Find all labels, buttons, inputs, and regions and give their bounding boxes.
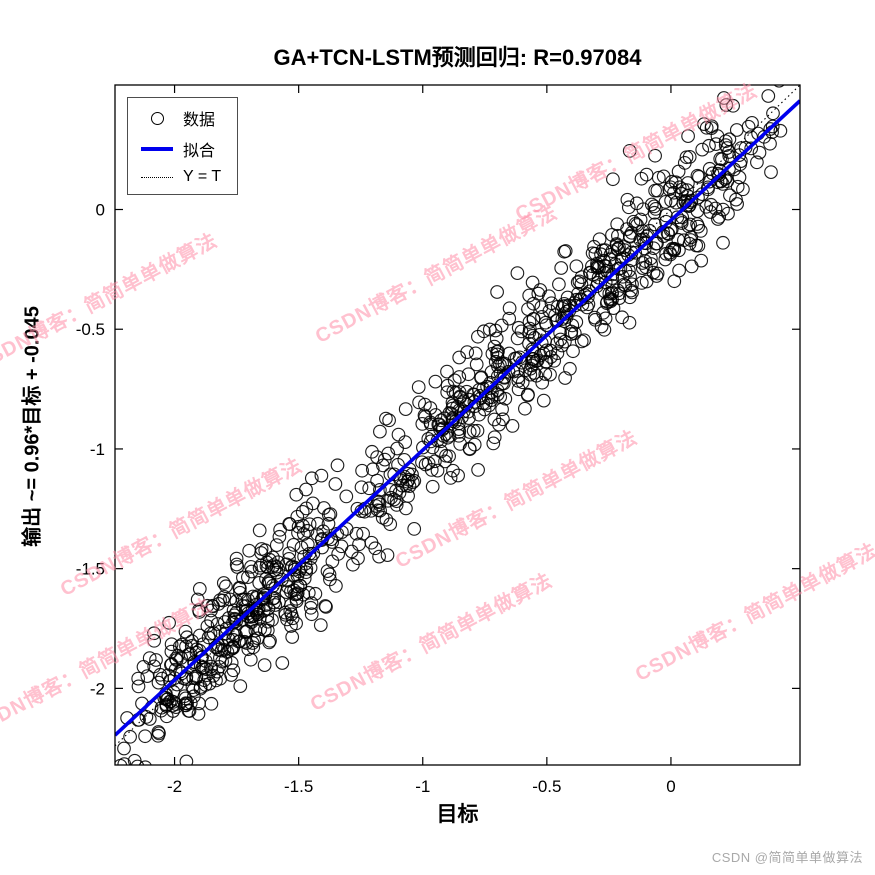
svg-text:-0.5: -0.5 bbox=[76, 320, 105, 339]
svg-text:-2: -2 bbox=[90, 679, 105, 698]
svg-text:-1: -1 bbox=[90, 440, 105, 459]
svg-text:0: 0 bbox=[96, 201, 105, 220]
legend-entry-fit: 拟合 bbox=[138, 137, 221, 161]
svg-text:-1.5: -1.5 bbox=[284, 777, 313, 796]
identity-line-icon bbox=[138, 176, 176, 178]
svg-text:-1.5: -1.5 bbox=[76, 560, 105, 579]
svg-text:-0.5: -0.5 bbox=[532, 777, 561, 796]
data-marker-icon bbox=[138, 111, 176, 125]
svg-text:-1: -1 bbox=[415, 777, 430, 796]
svg-text:0: 0 bbox=[666, 777, 675, 796]
legend-entry-data: 数据 bbox=[138, 106, 221, 130]
legend-label-fit: 拟合 bbox=[183, 143, 216, 160]
svg-text:-2: -2 bbox=[167, 777, 182, 796]
credit-text: CSDN @简简单单做算法 bbox=[711, 850, 863, 865]
legend-label-identity: Y = T bbox=[183, 168, 222, 185]
chart-title: GA+TCN-LSTM预测回归: R=0.97084 bbox=[273, 45, 642, 70]
legend-label-data: 数据 bbox=[183, 112, 216, 129]
legend-entry-identity: Y = T bbox=[138, 168, 221, 186]
x-axis-label: 目标 bbox=[436, 803, 479, 826]
fit-line-icon bbox=[138, 147, 176, 151]
legend: 数据 拟合 Y = T bbox=[127, 97, 239, 195]
